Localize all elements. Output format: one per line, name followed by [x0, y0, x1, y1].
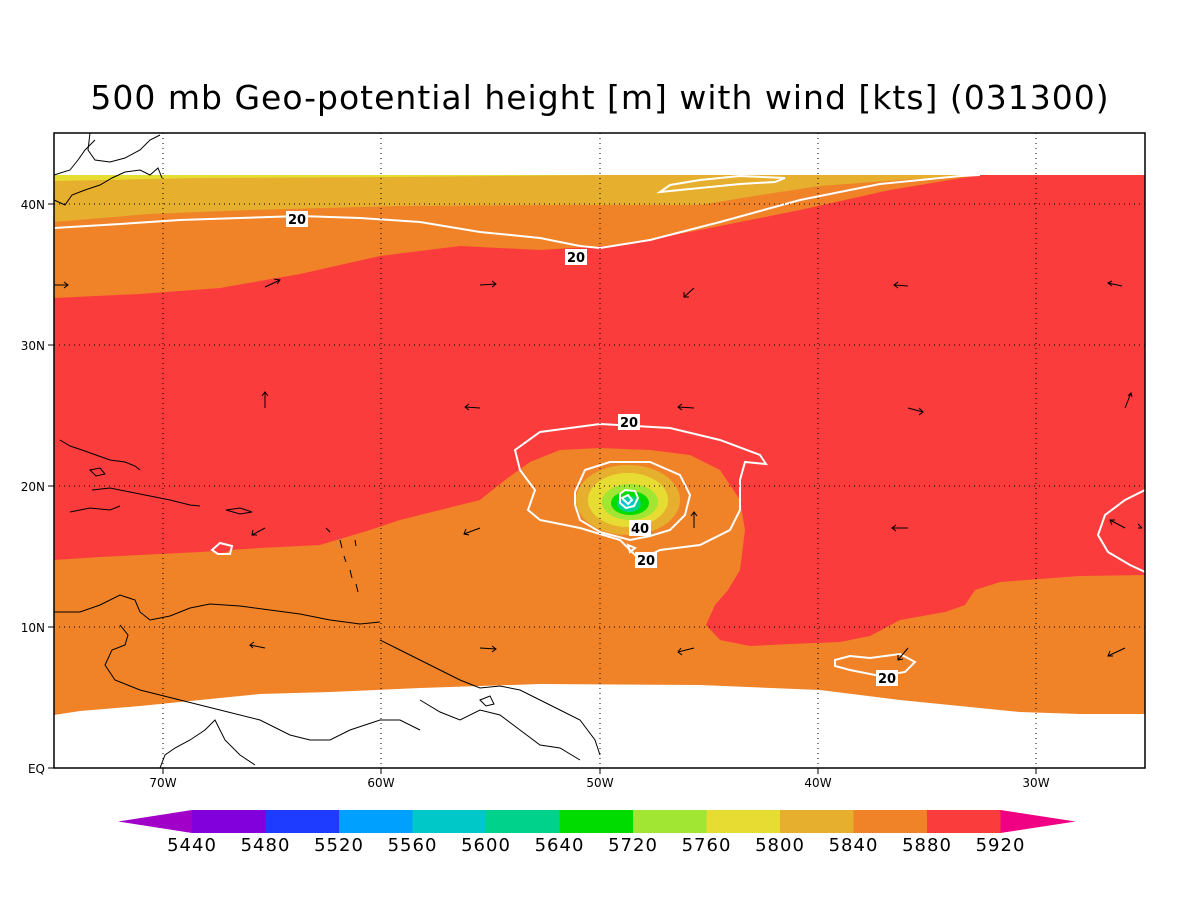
colorbar-label: 5640 [535, 835, 585, 856]
wind-speed-contours [53, 174, 1146, 678]
contour-label-storm-top: 20 [620, 416, 638, 431]
contour-label-southeast: 20 [878, 672, 896, 687]
contour-label-north-mid: 20 [567, 251, 585, 266]
latitude-labels: 40N 30N 20N 10N EQ [21, 198, 45, 776]
colorbar-swatch [927, 810, 1001, 833]
contour-label-storm-inner: 40 [631, 522, 649, 537]
colorbar [118, 810, 1076, 833]
lon-label: 40W [804, 776, 831, 790]
contour-label-storm-bottom: 20 [637, 554, 655, 569]
contour-label-north-left: 20 [288, 213, 306, 228]
lat-label: EQ [28, 762, 45, 776]
lon-label: 60W [367, 776, 394, 790]
longitude-labels: 70W 60W 50W 40W 30W [149, 776, 1049, 790]
colorbar-label: 5480 [241, 835, 291, 856]
colorbar-label: 5840 [829, 835, 879, 856]
lat-label: 20N [21, 480, 45, 494]
lat-label: 10N [21, 621, 45, 635]
colorbar-swatch [633, 810, 707, 833]
lat-label: 30N [21, 339, 45, 353]
map-title: 500 mb Geo-potential height [m] with win… [90, 78, 1110, 117]
colorbar-swatch [265, 810, 339, 833]
colorbar-label: 5560 [388, 835, 438, 856]
colorbar-swatch [339, 810, 413, 833]
lon-label: 30W [1022, 776, 1049, 790]
tick-marks [48, 203, 1037, 774]
colorbar-swatch [706, 810, 780, 833]
wind-vectors [54, 278, 1143, 661]
colorbar-arrow-low [118, 810, 192, 833]
height-band-5840-north [54, 175, 980, 222]
colorbar-swatch [486, 810, 560, 833]
colorbar-label: 5520 [314, 835, 364, 856]
graticule [54, 133, 1145, 768]
colorbar-swatch [192, 810, 266, 833]
colorbar-label: 5720 [608, 835, 658, 856]
colorbar-swatch [559, 810, 633, 833]
colorbar-swatch [853, 810, 927, 833]
height-band-5800-north [54, 175, 600, 181]
colorbar-label: 5920 [976, 835, 1026, 856]
colorbar-label: 5760 [682, 835, 732, 856]
colorbar-label: 5440 [167, 835, 217, 856]
colorbar-label: 5600 [461, 835, 511, 856]
lon-label: 50W [586, 776, 613, 790]
colorbar-arrow-high [1000, 810, 1076, 833]
lat-label: 40N [21, 198, 45, 212]
lon-label: 70W [149, 776, 176, 790]
colorbar-swatch [412, 810, 486, 833]
contour-labels: 20 20 20 40 20 20 [286, 211, 898, 687]
coastlines [53, 132, 601, 769]
colorbar-label: 5880 [902, 835, 952, 856]
colorbar-swatch [780, 810, 854, 833]
colorbar-labels: 5440 5480 5520 5560 5600 5640 5720 5760 5800 5840… [167, 835, 1026, 856]
colorbar-label: 5800 [755, 835, 805, 856]
